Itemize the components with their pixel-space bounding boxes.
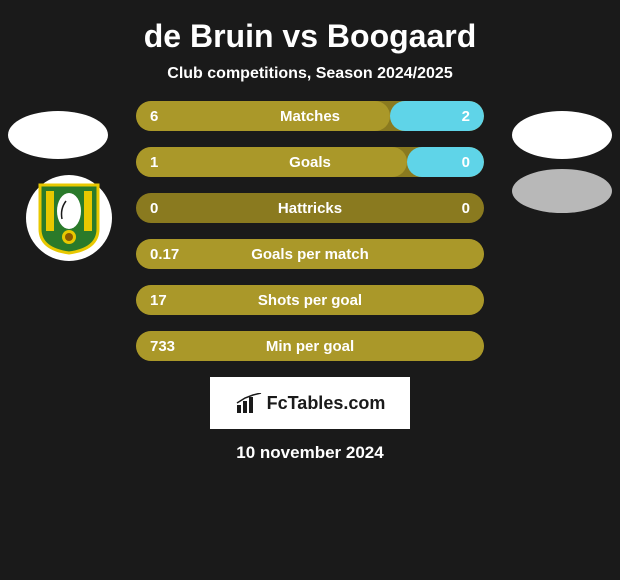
bar-right-value: 0 [462, 200, 470, 217]
bar-left-value: 17 [150, 292, 167, 309]
bar-left-value: 0 [150, 200, 158, 217]
date-label: 10 november 2024 [0, 429, 620, 463]
bar-left-fill [136, 101, 390, 131]
player-left-avatar [8, 111, 108, 159]
bar-label: Goals [289, 154, 331, 171]
bar-label: Min per goal [266, 338, 354, 355]
bar-right-value: 0 [462, 154, 470, 171]
bar-left-value: 6 [150, 108, 158, 125]
stat-bar-row: 17 Shots per goal [136, 285, 484, 315]
stat-bars: 6 2 Matches 1 0 Goals 0 0 Hattricks 0.17 Goals per… [136, 101, 484, 361]
player-right-avatar [512, 111, 612, 159]
chart-icon [235, 393, 263, 413]
stat-bar-row: 1 0 Goals [136, 147, 484, 177]
bar-right-fill [407, 147, 484, 177]
stat-bar-row: 0.17 Goals per match [136, 239, 484, 269]
fctables-attribution: FcTables.com [210, 377, 410, 429]
bar-label: Shots per goal [258, 292, 362, 309]
shield-icon [36, 181, 102, 255]
bar-label: Matches [280, 108, 340, 125]
bar-left-value: 0.17 [150, 246, 179, 263]
page-subtitle: Club competitions, Season 2024/2025 [0, 61, 620, 101]
stat-bar-row: 6 2 Matches [136, 101, 484, 131]
comparison-area: 6 2 Matches 1 0 Goals 0 0 Hattricks 0.17 Goals per… [0, 101, 620, 463]
bar-label: Hattricks [278, 200, 342, 217]
stat-bar-row: 733 Min per goal [136, 331, 484, 361]
bar-left-fill [136, 147, 407, 177]
bar-left-value: 1 [150, 154, 158, 171]
bar-left-value: 733 [150, 338, 175, 355]
club-left-badge [26, 175, 112, 261]
stat-bar-row: 0 0 Hattricks [136, 193, 484, 223]
fctables-label: FcTables.com [267, 393, 386, 414]
bar-label: Goals per match [251, 246, 369, 263]
club-right-badge [512, 169, 612, 213]
page-title: de Bruin vs Boogaard [0, 10, 620, 61]
bar-right-value: 2 [462, 108, 470, 125]
